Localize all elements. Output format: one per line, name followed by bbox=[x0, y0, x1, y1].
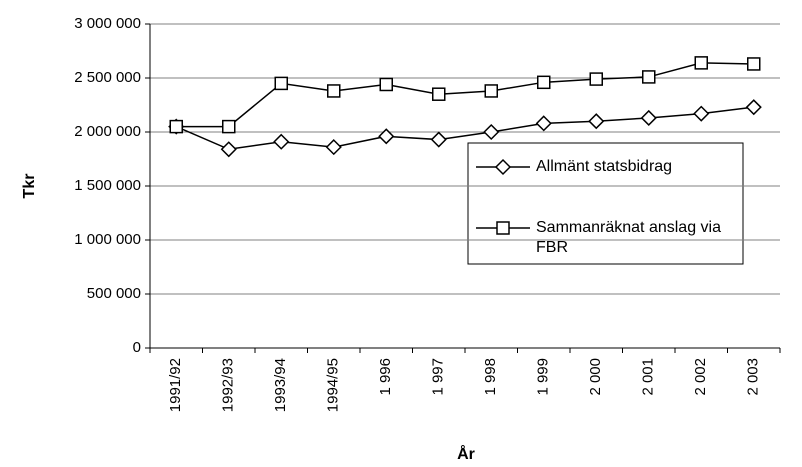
marker-square bbox=[642, 70, 656, 84]
marker-diamond bbox=[273, 133, 290, 150]
marker-square bbox=[589, 72, 603, 86]
y-tick-label: 2 500 000 bbox=[74, 69, 141, 86]
series-line bbox=[175, 106, 754, 151]
x-tick-label: 2 003 bbox=[745, 358, 762, 396]
y-tick-label: 1 000 000 bbox=[74, 231, 141, 248]
x-tick-label: 1993/94 bbox=[272, 358, 289, 412]
y-tick-label: 500 000 bbox=[87, 285, 141, 302]
marker-square bbox=[747, 57, 761, 71]
y-tick-label: 1 500 000 bbox=[74, 177, 141, 194]
marker-square bbox=[484, 84, 498, 98]
series-line bbox=[176, 62, 754, 128]
x-tick-label: 1994/95 bbox=[325, 358, 342, 412]
legend-label: Allmänt statsbidrag bbox=[536, 158, 673, 175]
y-tick-label: 3 000 000 bbox=[74, 15, 141, 32]
marker-diamond bbox=[483, 123, 500, 141]
y-tick-label: 2 000 000 bbox=[74, 123, 141, 140]
x-tick-label: 1 999 bbox=[535, 358, 552, 396]
x-tick-label: 1991/92 bbox=[167, 358, 184, 412]
marker-diamond bbox=[745, 99, 762, 116]
marker-diamond bbox=[640, 109, 657, 127]
x-tick-label: 2 001 bbox=[640, 358, 657, 396]
x-axis-title: År bbox=[457, 444, 475, 463]
marker-square bbox=[327, 84, 341, 98]
marker-diamond bbox=[430, 131, 447, 148]
marker-diamond bbox=[494, 158, 512, 176]
marker-diamond bbox=[693, 105, 710, 122]
marker-diamond bbox=[535, 115, 552, 132]
marker-diamond bbox=[588, 113, 605, 130]
legend-box bbox=[467, 142, 744, 265]
x-tick-label: 1 996 bbox=[377, 358, 394, 396]
marker-diamond bbox=[325, 139, 342, 156]
x-tick-label: 1992/93 bbox=[220, 358, 237, 412]
marker-square bbox=[496, 221, 510, 235]
marker-square bbox=[537, 75, 551, 90]
marker-square bbox=[222, 119, 236, 134]
marker-square bbox=[274, 76, 288, 91]
y-axis-title: Tkr bbox=[21, 174, 38, 199]
marker-square bbox=[432, 87, 446, 101]
legend-label: Sammanräknat anslag via FBR bbox=[536, 219, 721, 256]
marker-square bbox=[169, 119, 183, 134]
x-tick-label: 1 998 bbox=[482, 358, 499, 396]
marker-diamond bbox=[378, 128, 395, 145]
x-tick-label: 2 000 bbox=[587, 358, 604, 396]
marker-square bbox=[694, 56, 708, 70]
marker-diamond bbox=[220, 141, 237, 158]
marker-square bbox=[379, 77, 393, 92]
x-tick-label: 1 997 bbox=[430, 358, 447, 396]
y-tick-label: 0 bbox=[133, 339, 141, 356]
x-tick-label: 2 002 bbox=[692, 358, 709, 396]
